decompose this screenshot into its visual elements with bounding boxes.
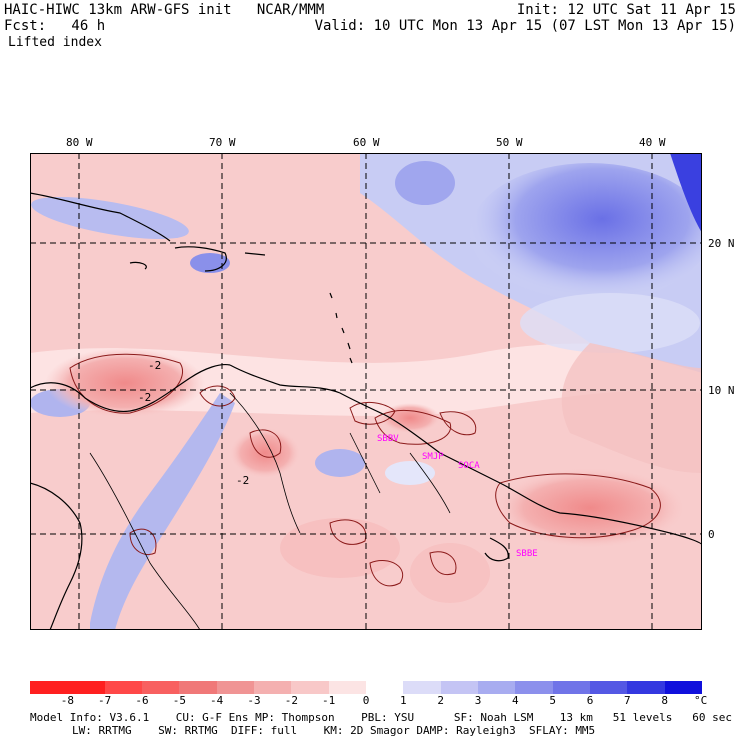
colorbar-swatch	[664, 681, 703, 694]
contour-label: -2	[138, 391, 151, 404]
colorbar-tick-label: 6	[586, 694, 594, 707]
red-unstable-region	[45, 348, 205, 418]
colorbar-tick-label: 0	[362, 694, 370, 707]
colorbar-swatch	[30, 681, 68, 694]
forecast-hour: Fcst: 46 h	[4, 18, 106, 34]
colorbar-tick-label: 4	[512, 694, 519, 707]
colorbar-tick-label: -3	[247, 694, 261, 707]
colorbar-tick-label: 3	[474, 694, 482, 707]
colorbar-swatch	[590, 681, 628, 694]
colorbar-swatch	[403, 681, 442, 694]
andes-blue-band	[90, 393, 235, 630]
lon-label: 50 W	[496, 136, 523, 149]
station-label: SBBE	[516, 549, 538, 559]
colorbar-swatch	[142, 681, 180, 694]
lon-label: 40 W	[639, 136, 666, 149]
colorbar-tick-label: -1	[322, 694, 336, 707]
model-info-line1: Model Info: V3.6.1 CU: G-F Ens MP: Thomp…	[30, 711, 732, 724]
colorbar-swatch	[440, 681, 479, 694]
colorbar-tick-label: -4	[210, 694, 224, 707]
colorbar-swatch	[67, 681, 106, 694]
contour-label: -2	[148, 359, 161, 372]
colorbar-tick-label: 1	[400, 694, 407, 707]
station-label: SBBV	[377, 434, 399, 444]
lon-label: 80 W	[66, 136, 93, 149]
valid-time: Valid: 10 UTC Mon 13 Apr 15 (07 LST Mon …	[314, 18, 736, 34]
colorbar-swatch	[366, 681, 404, 694]
coastlines	[30, 192, 702, 630]
contour-label: -2	[236, 474, 249, 487]
colorbar-tick-label: 5	[549, 694, 556, 707]
model-info-line2: LW: RRTMG SW: RRTMG DIFF: full KM: 2D Sm…	[72, 724, 596, 737]
init-time: Init: 12 UTC Sat 11 Apr 15	[516, 2, 736, 18]
colorbar-swatch	[291, 681, 330, 694]
map-frame	[30, 153, 702, 630]
colorbar-tick-label: 2	[437, 694, 444, 707]
colorbar-swatch	[627, 681, 666, 694]
lon-label: 70 W	[209, 136, 236, 149]
colorbar-tick-label: -5	[172, 694, 186, 707]
colorbar-swatch	[216, 681, 255, 694]
lat-label: 10 N	[708, 384, 735, 397]
lat-label: 20 N	[708, 237, 735, 250]
lat-label: 0	[708, 528, 715, 541]
station-label: SMJP	[422, 452, 444, 462]
station-label: SOCA	[458, 461, 480, 471]
lon-label: 60 W	[353, 136, 380, 149]
plot-title: HAIC-HIWC 13km ARW-GFS init NCAR/MMM	[4, 2, 325, 18]
colorbar-tick-label: -6	[135, 694, 149, 707]
colorbar-swatch	[552, 681, 591, 694]
colorbar-swatch	[254, 681, 292, 694]
colorbar-swatch	[515, 681, 554, 694]
colorbar-swatch	[328, 681, 367, 694]
colorbar-swatch	[478, 681, 516, 694]
unit-label: °C	[694, 694, 708, 707]
colorbar-swatch	[104, 681, 143, 694]
lat-lon-grid	[30, 153, 702, 630]
colorbar-tick-label: -8	[60, 694, 74, 707]
colorbar-tick-label: -7	[98, 694, 112, 707]
colorbar-tick-label: -2	[284, 694, 298, 707]
colorbar-tick-label: 8	[661, 694, 668, 707]
colorbar-swatch	[179, 681, 218, 694]
colorbar	[30, 681, 703, 694]
lifted-index-map: -2 -2 -2	[30, 153, 702, 630]
colorbar-tick-label: 7	[624, 694, 631, 707]
field-name: Lifted index	[8, 35, 102, 50]
